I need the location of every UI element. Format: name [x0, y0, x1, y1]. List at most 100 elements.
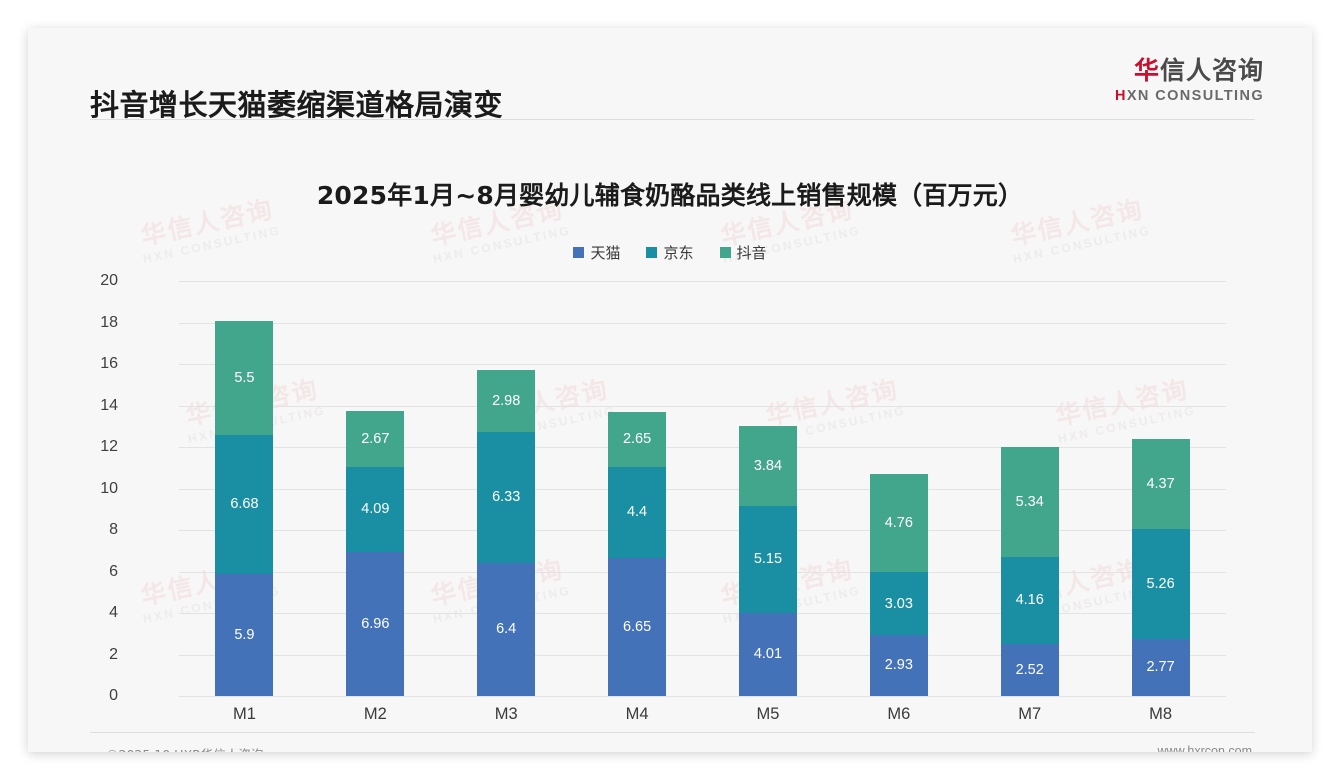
bar-segment[interactable]: 5.34 — [1000, 446, 1059, 558]
bar-segment[interactable]: 3.84 — [738, 426, 797, 506]
legend-label: 天猫 — [590, 244, 621, 262]
bar-value-label: 2.93 — [884, 657, 913, 674]
bar-segment[interactable]: 6.33 — [477, 431, 536, 564]
bar-segment[interactable]: 5.9 — [215, 573, 274, 696]
legend-item-0[interactable]: 天猫 — [573, 242, 620, 263]
bar-group[interactable]: 6.4 6.33 2.98 — [477, 370, 536, 696]
bar-segment[interactable]: 6.4 — [477, 563, 536, 696]
bar-segment[interactable]: 4.16 — [1000, 557, 1059, 644]
bar-segment[interactable]: 6.96 — [346, 551, 405, 696]
bar-segment[interactable]: 5.26 — [1131, 529, 1190, 639]
x-axis-tick-label: M5 — [756, 705, 780, 723]
bar-value-label: 6.4 — [496, 621, 517, 638]
company-logo: 华信人咨询 HXN CONSULTING — [1114, 56, 1264, 105]
footer-copyright: ©2025.10 HXR华信人咨询 — [106, 744, 263, 752]
bar-value-label: 4.09 — [361, 500, 390, 517]
y-axis-tick-label: 10 — [100, 479, 118, 497]
bar-segment[interactable]: 4.76 — [869, 473, 928, 573]
bar-segment[interactable]: 2.98 — [477, 370, 536, 432]
bar-value-label: 3.84 — [753, 457, 783, 474]
bar-group[interactable]: 6.65 4.4 2.65 — [608, 411, 667, 696]
bar-group[interactable]: 2.93 3.03 4.76 — [869, 473, 928, 696]
bar-segment[interactable]: 2.93 — [869, 635, 928, 696]
plot-area: 20 18 16 14 12 10 8 6 4 2 0 5.9 6.68 5.5 M1 6.96 4.09 2.6… — [100, 272, 1226, 723]
bar-segment[interactable]: 4.37 — [1131, 438, 1190, 530]
bar-value-label: 2.65 — [622, 430, 652, 447]
bar-value-label: 6.33 — [492, 489, 521, 506]
bar-value-label: 4.76 — [884, 514, 913, 531]
bar-group[interactable]: 4.01 5.15 3.84 — [738, 426, 797, 696]
logo-en-accent: H — [1114, 88, 1127, 105]
legend-swatch-icon — [646, 247, 658, 258]
logo-chinese-name: 华信人咨询 — [1115, 56, 1264, 85]
y-axis-tick-label: 16 — [100, 355, 118, 372]
chart-legend: 天猫 京东 抖音 — [28, 242, 1312, 263]
x-axis-tick-label: M1 — [232, 705, 256, 723]
bar-value-label: 5.26 — [1146, 575, 1175, 592]
bar-value-label: 6.65 — [622, 618, 652, 635]
legend-swatch-icon — [573, 247, 585, 258]
page-title: 抖音增长天猫萎缩渠道格局演变 — [90, 88, 504, 122]
bar-segment[interactable]: 2.67 — [346, 411, 405, 467]
bar-group[interactable]: 5.9 6.68 5.5 — [215, 320, 274, 696]
bar-segment[interactable]: 4.4 — [608, 466, 667, 559]
bar-segment[interactable]: 4.09 — [346, 466, 405, 552]
legend-item-1[interactable]: 京东 — [646, 242, 694, 263]
bar-value-label: 4.16 — [1015, 592, 1044, 609]
chart-title: 2025年1月~8月婴幼儿辅食奶酪品类线上销售规模（百万元） — [316, 181, 1024, 210]
bar-value-label: 5.15 — [753, 551, 783, 568]
y-axis-tick-label: 8 — [109, 521, 118, 538]
footer-website: www.hxrcon.com — [1157, 744, 1252, 752]
bar-value-label: 2.52 — [1015, 661, 1044, 678]
legend-item-2[interactable]: 抖音 — [719, 242, 767, 263]
y-axis-tick-label: 6 — [109, 562, 118, 580]
gridline — [179, 281, 1226, 282]
gridline — [179, 322, 1226, 324]
bar-group[interactable]: 6.96 4.09 2.67 — [346, 411, 405, 696]
legend-label: 抖音 — [736, 244, 767, 262]
bar-value-label: 3.03 — [884, 595, 913, 612]
bar-segment[interactable]: 6.65 — [608, 558, 667, 696]
bar-value-label: 4.4 — [626, 504, 648, 521]
y-axis-tick-label: 12 — [100, 438, 118, 455]
bar-value-label: 5.9 — [234, 626, 255, 643]
gridline — [179, 696, 1226, 697]
x-axis-tick-label: M7 — [1018, 705, 1042, 723]
y-axis-tick-label: 2 — [109, 645, 118, 663]
slide-canvas: 华信人咨询 HXN CONSULTING 华信人咨询 HXN CONSULTING 华信… — [28, 28, 1312, 752]
x-axis-tick-label: M6 — [887, 705, 911, 723]
bar-value-label: 2.67 — [361, 430, 390, 447]
logo-cn-accent: 华 — [1133, 56, 1160, 85]
bar-value-label: 2.77 — [1146, 659, 1175, 676]
bar-segment[interactable]: 6.68 — [215, 434, 274, 574]
x-axis-tick-label: M3 — [494, 705, 518, 723]
legend-label: 京东 — [663, 244, 694, 262]
bar-group[interactable]: 2.77 5.26 4.37 — [1131, 438, 1190, 696]
bar-value-label: 6.68 — [230, 496, 259, 513]
logo-en-rest: XN CONSULTING — [1126, 88, 1264, 105]
gridline — [179, 405, 1226, 407]
logo-cn-rest: 信人咨询 — [1159, 56, 1264, 85]
bar-segment[interactable]: 4.01 — [738, 612, 797, 696]
y-axis-tick-label: 18 — [100, 313, 118, 331]
header-divider — [90, 119, 1255, 120]
bar-segment[interactable]: 2.52 — [1000, 643, 1059, 696]
gridline — [179, 488, 1226, 490]
bar-value-label: 2.98 — [492, 392, 521, 409]
bar-group[interactable]: 2.52 4.16 5.34 — [1000, 446, 1059, 696]
bar-value-label: 5.5 — [234, 369, 255, 386]
gridline — [179, 447, 1226, 448]
gridline — [179, 571, 1226, 573]
x-axis-tick-label: M2 — [363, 705, 387, 723]
legend-swatch-icon — [719, 247, 731, 258]
bar-segment[interactable]: 2.65 — [608, 411, 667, 467]
bar-value-label: 4.37 — [1146, 475, 1175, 492]
y-axis-tick-label: 14 — [100, 396, 118, 414]
bar-segment[interactable]: 5.15 — [738, 505, 797, 613]
bar-segment[interactable]: 2.77 — [1131, 638, 1190, 696]
y-axis-tick-label: 20 — [100, 272, 118, 289]
bar-segment[interactable]: 3.03 — [869, 572, 928, 636]
x-axis-tick-label: M4 — [625, 705, 649, 723]
x-axis-tick-label: M8 — [1149, 705, 1173, 723]
bar-segment[interactable]: 5.5 — [215, 320, 274, 435]
